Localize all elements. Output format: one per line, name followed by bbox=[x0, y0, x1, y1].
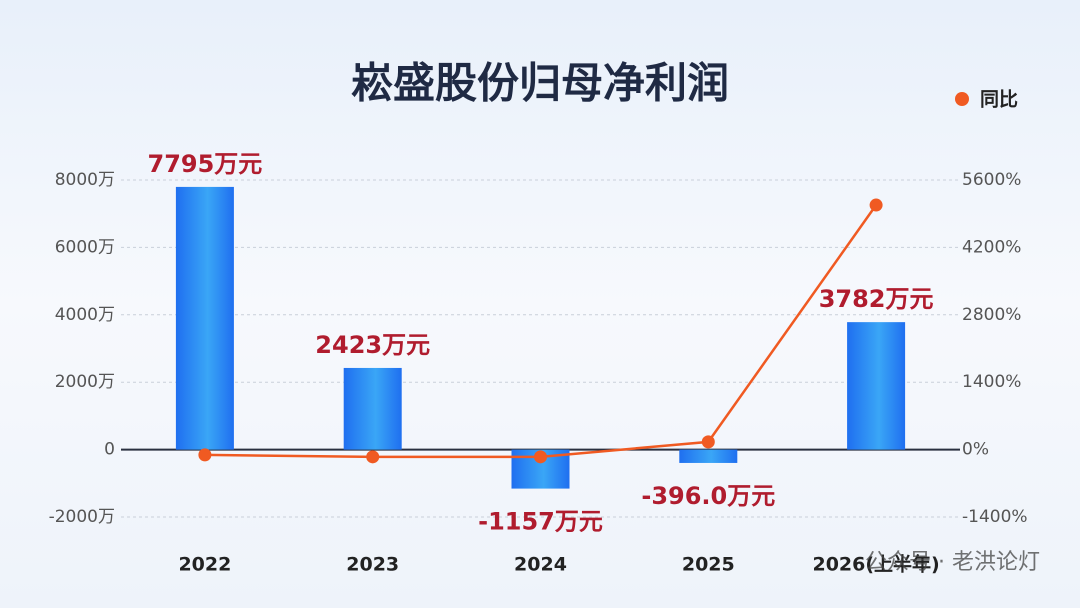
legend-marker bbox=[955, 92, 969, 106]
line-point bbox=[198, 448, 212, 462]
x-tick-label: 2024 bbox=[514, 554, 567, 576]
chart-title: 崧盛股份归母净利润 bbox=[351, 59, 729, 108]
value-label: -1157万元 bbox=[478, 508, 603, 536]
y-tick-label: 2000万 bbox=[55, 372, 115, 392]
y-tick-label: 8000万 bbox=[55, 170, 115, 190]
x-tick-label: 2025 bbox=[682, 554, 735, 576]
legend-label: 同比 bbox=[980, 89, 1018, 111]
x-tick-label: 2022 bbox=[178, 554, 231, 576]
line-point bbox=[534, 450, 547, 464]
line-point bbox=[366, 450, 380, 464]
y-tick-label: -2000万 bbox=[49, 507, 115, 527]
value-label: 2423万元 bbox=[315, 331, 430, 359]
watermark: 公众号 · 老洪论灯 bbox=[865, 550, 1040, 575]
value-label: 3782万元 bbox=[819, 285, 934, 313]
value-label: -396.0万元 bbox=[641, 482, 775, 510]
line-point bbox=[869, 198, 883, 212]
y2-tick-label: 1400% bbox=[962, 372, 1021, 392]
y-tick-label: 0 bbox=[104, 440, 115, 460]
bar bbox=[679, 449, 738, 463]
y2-tick-label: 2800% bbox=[962, 305, 1021, 325]
x-tick-label: 2026(上半年) bbox=[812, 553, 939, 576]
y2-tick-label: 0% bbox=[962, 440, 989, 460]
y-tick-label: 6000万 bbox=[55, 237, 115, 257]
bar bbox=[175, 186, 234, 450]
y2-tick-label: -1400% bbox=[962, 507, 1028, 527]
y-tick-label: 4000万 bbox=[55, 305, 115, 325]
bar bbox=[343, 367, 402, 450]
x-tick-label: 2023 bbox=[346, 554, 399, 576]
value-label: 7795万元 bbox=[148, 150, 263, 178]
line-point bbox=[701, 435, 715, 449]
bar bbox=[847, 322, 906, 450]
y2-tick-label: 5600% bbox=[962, 170, 1021, 190]
y2-tick-label: 4200% bbox=[962, 237, 1021, 257]
